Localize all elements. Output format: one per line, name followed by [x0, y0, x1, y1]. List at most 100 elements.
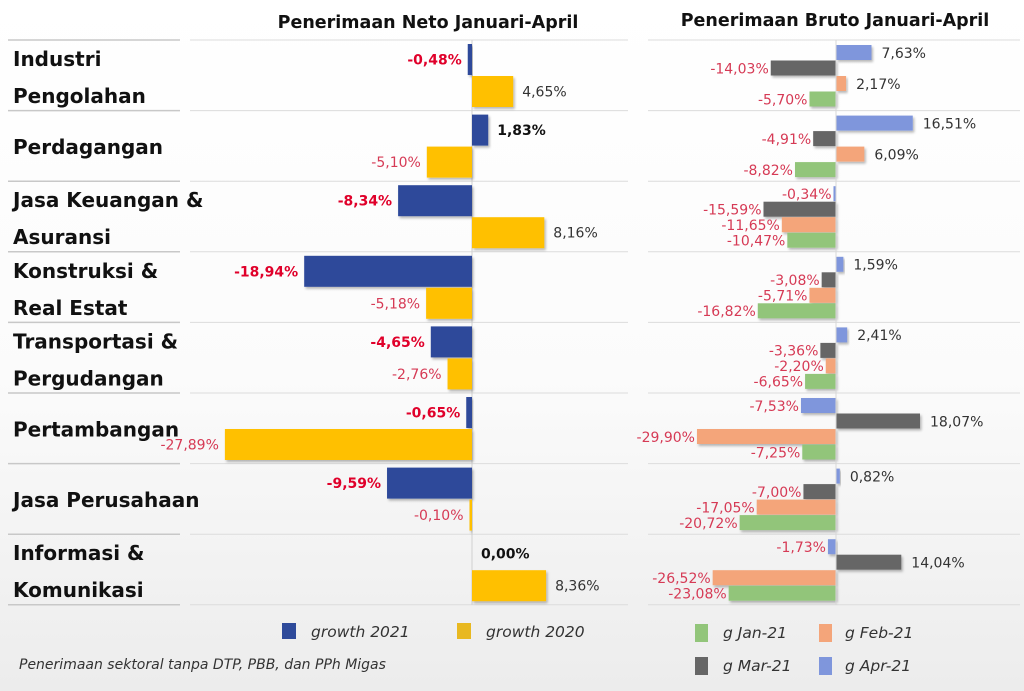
g-apr-21-label-transportasi-and-pergudangan: 2,41% — [857, 328, 901, 344]
legend-item-growth-2020[interactable]: growth 2020 — [457, 623, 585, 641]
g-feb-21-bar-transportasi-and-pergudangan — [825, 358, 836, 374]
g-feb-21-bar-konstruksi-and-real-estat — [809, 287, 836, 303]
category-label: Perdagangan — [13, 135, 163, 159]
g-jan-21-bar-jasa-perusahaan — [739, 515, 836, 531]
g-apr-21-bar-transportasi-and-pergudangan — [836, 327, 848, 343]
growth-2020-bar-industri-pengolahan — [472, 76, 514, 107]
legend-label-g-feb-21: g Feb-21 — [845, 624, 913, 642]
g-feb-21-label-industri-pengolahan: 2,17% — [856, 77, 900, 93]
legend-swatch-g-apr-21 — [819, 657, 832, 675]
category-jasa-keuangan-and-asuransi: Jasa Keuangan & Asuransi — [11, 188, 203, 249]
g-jan-21-bar-informasi-and-komunikasi — [728, 585, 836, 601]
category-perdagangan: Perdagangan — [13, 135, 163, 159]
growth-2020-bar-konstruksi-and-real-estat — [426, 287, 472, 319]
g-apr-21-label-informasi-and-komunikasi: -1,73% — [776, 540, 826, 556]
category-label-line: Asuransi — [13, 225, 111, 249]
bruto-chart-title: Penerimaan Bruto Januari-April — [681, 11, 990, 31]
legend-item-growth-2021[interactable]: growth 2021 — [282, 623, 410, 641]
category-jasa-perusahaan: Jasa Perusahaan — [11, 488, 200, 512]
g-mar-21-label-perdagangan: -4,91% — [762, 132, 812, 148]
g-apr-21-bar-industri-pengolahan — [836, 45, 872, 60]
legend-item-g-mar-21[interactable]: g Mar-21 — [695, 657, 791, 675]
g-mar-21-bar-perdagangan — [813, 131, 836, 147]
g-mar-21-bar-industri-pengolahan — [770, 60, 836, 76]
g-mar-21-bar-jasa-perusahaan — [803, 484, 836, 500]
g-jan-21-label-transportasi-and-pergudangan: -6,65% — [754, 375, 804, 391]
g-jan-21-label-jasa-keuangan-and-asuransi: -10,47% — [727, 233, 785, 249]
growth-2020-bar-jasa-keuangan-and-asuransi — [472, 217, 545, 249]
neto-chart-title: Penerimaan Neto Januari-April — [278, 13, 579, 33]
category-transportasi-and-pergudangan: Transportasi & Pergudangan — [13, 329, 178, 390]
growth-2020-label-informasi-and-komunikasi: 8,36% — [555, 579, 599, 595]
g-feb-21-bar-jasa-keuangan-and-asuransi — [781, 217, 836, 233]
category-labels: Industri Pengolahan Perdagangan Jasa Keuang… — [11, 47, 203, 602]
footnote: Penerimaan sektoral tanpa DTP, PBB, dan … — [19, 657, 386, 673]
growth-2021-label-pertambangan: -0,65% — [406, 406, 460, 422]
growth-2020-label-perdagangan: -5,10% — [371, 155, 421, 171]
g-mar-21-label-informasi-and-komunikasi: 14,04% — [911, 555, 964, 571]
g-jan-21-bar-industri-pengolahan — [809, 91, 836, 107]
g-jan-21-label-jasa-perusahaan: -20,72% — [679, 516, 737, 532]
g-feb-21-bar-perdagangan — [836, 146, 865, 162]
growth-2020-bar-pertambangan — [224, 429, 472, 460]
legend-swatch-g-jan-21 — [695, 624, 708, 642]
category-label-line: Pengolahan — [13, 84, 146, 108]
category-label-line: Konstruksi & — [13, 259, 158, 283]
growth-2021-label-konstruksi-and-real-estat: -18,94% — [234, 264, 298, 280]
legend-label-g-apr-21: g Apr-21 — [845, 657, 911, 675]
legend-item-g-jan-21[interactable]: g Jan-21 — [695, 624, 787, 642]
growth-2021-label-transportasi-and-pergudangan: -4,65% — [370, 335, 424, 351]
g-feb-21-label-informasi-and-komunikasi: -26,52% — [652, 571, 710, 587]
legend-label-growth-2021: growth 2021 — [311, 623, 410, 641]
g-apr-21-label-jasa-perusahaan: 0,82% — [850, 469, 894, 485]
category-label-line: Pergudangan — [13, 366, 164, 390]
g-jan-21-bar-konstruksi-and-real-estat — [757, 303, 836, 319]
category-label: Jasa Perusahaan — [11, 488, 200, 512]
g-feb-21-label-transportasi-and-pergudangan: -2,20% — [774, 359, 824, 375]
category-label-line: Industri — [13, 47, 101, 71]
growth-2021-label-jasa-keuangan-and-asuransi: -8,34% — [338, 194, 392, 210]
growth-2020-bar-jasa-perusahaan — [469, 499, 472, 531]
g-apr-21-bar-informasi-and-komunikasi — [827, 539, 836, 555]
g-mar-21-label-pertambangan: 18,07% — [930, 414, 983, 430]
g-jan-21-label-konstruksi-and-real-estat: -16,82% — [697, 304, 755, 320]
g-mar-21-bar-pertambangan — [836, 413, 921, 429]
legend-label-growth-2020: growth 2020 — [486, 623, 585, 641]
category-label: Pertambangan — [13, 417, 179, 441]
g-jan-21-label-industri-pengolahan: -5,70% — [758, 92, 808, 108]
growth-2021-bar-jasa-keuangan-and-asuransi — [398, 185, 472, 217]
g-jan-21-label-informasi-and-komunikasi: -23,08% — [668, 586, 726, 602]
g-apr-21-bar-perdagangan — [836, 115, 913, 131]
legend-swatch-g-feb-21 — [819, 624, 832, 642]
g-mar-21-bar-konstruksi-and-real-estat — [821, 272, 836, 288]
growth-2021-label-perdagangan: 1,83% — [497, 123, 546, 139]
g-jan-21-label-pertambangan: -7,25% — [751, 445, 801, 461]
legend-item-g-apr-21[interactable]: g Apr-21 — [819, 657, 911, 675]
g-apr-21-label-perdagangan: 16,51% — [923, 116, 976, 132]
growth-2021-label-informasi-and-komunikasi: 0,00% — [481, 547, 530, 563]
neto-chart: -0,48% 4,65% 1,83% -5,10% -8,34% 8,16% -18,94%… — [160, 40, 600, 605]
growth-2020-label-transportasi-and-pergudangan: -2,76% — [392, 367, 442, 383]
category-label-line: Informasi & — [13, 541, 144, 565]
growth-2020-label-jasa-perusahaan: -0,10% — [414, 508, 464, 524]
category-label-line: Jasa Keuangan & — [11, 188, 203, 212]
g-jan-21-bar-transportasi-and-pergudangan — [805, 373, 836, 389]
row-separators — [8, 39, 1020, 606]
growth-2020-bar-transportasi-and-pergudangan — [447, 358, 472, 390]
g-feb-21-bar-industri-pengolahan — [836, 76, 847, 91]
g-feb-21-bar-pertambangan — [696, 429, 836, 444]
category-label-line: Real Estat — [13, 296, 128, 320]
g-mar-21-bar-transportasi-and-pergudangan — [820, 342, 836, 358]
growth-2020-label-industri-pengolahan: 4,65% — [522, 85, 566, 101]
g-feb-21-label-jasa-perusahaan: -17,05% — [696, 500, 754, 516]
g-mar-21-bar-informasi-and-komunikasi — [836, 554, 902, 570]
legend-swatch-growth-2021 — [282, 623, 296, 639]
growth-2020-label-jasa-keuangan-and-asuransi: 8,16% — [553, 226, 597, 242]
g-mar-21-bar-jasa-keuangan-and-asuransi — [763, 201, 836, 217]
g-jan-21-label-perdagangan: -8,82% — [743, 163, 793, 179]
g-feb-21-bar-informasi-and-komunikasi — [712, 570, 836, 586]
legend-item-g-feb-21[interactable]: g Feb-21 — [819, 624, 913, 642]
g-apr-21-bar-pertambangan — [800, 398, 836, 413]
g-jan-21-bar-jasa-keuangan-and-asuransi — [787, 232, 836, 248]
g-apr-21-bar-jasa-keuangan-and-asuransi — [833, 186, 836, 202]
